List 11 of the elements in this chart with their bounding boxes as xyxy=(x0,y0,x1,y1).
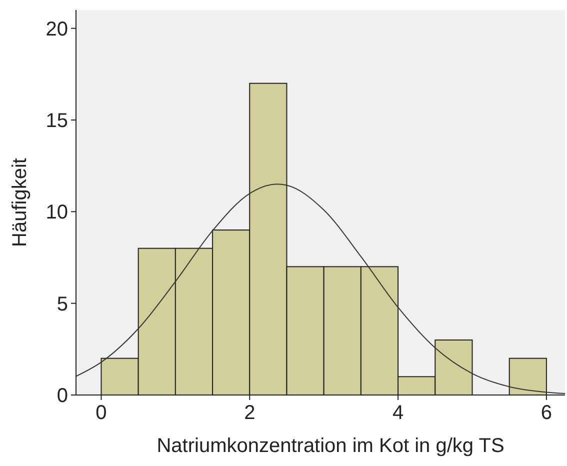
y-axis-title: Häufigkeit xyxy=(9,158,31,247)
y-tick-label: 5 xyxy=(56,293,68,316)
x-tick-label: 2 xyxy=(244,402,256,424)
x-axis-title: Natriumkonzentration im Kot in g/kg TS xyxy=(156,435,504,457)
y-tick-label: 20 xyxy=(46,18,68,40)
y-tick-label: 0 xyxy=(56,385,68,407)
x-tick-label: 6 xyxy=(540,402,552,424)
x-tick-label: 0 xyxy=(96,402,107,424)
x-tick-label: 4 xyxy=(392,402,404,424)
y-tick-label: 15 xyxy=(46,110,68,132)
y-tick-label: 10 xyxy=(46,202,68,224)
